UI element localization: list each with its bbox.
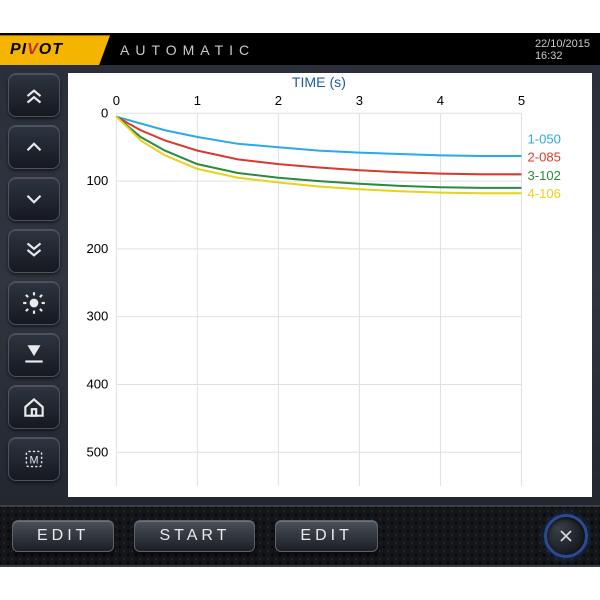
- double-chevron-down-icon: [21, 238, 47, 264]
- svg-text:1-050: 1-050: [528, 132, 561, 147]
- close-button[interactable]: [544, 514, 588, 558]
- brand-text-post: OT: [39, 41, 63, 59]
- svg-text:200: 200: [86, 241, 108, 256]
- edit-button-2[interactable]: EDIT: [275, 520, 377, 552]
- svg-text:TIME (s): TIME (s): [292, 74, 346, 90]
- brightness-button[interactable]: [8, 281, 60, 325]
- marker-down-icon: [21, 342, 47, 368]
- sidebar: M: [8, 73, 60, 496]
- time-text: 16:32: [535, 50, 590, 62]
- svg-text:M: M: [29, 455, 38, 467]
- svg-text:5: 5: [518, 94, 525, 109]
- svg-text:1: 1: [194, 94, 201, 109]
- home-button[interactable]: [8, 385, 60, 429]
- brightness-icon: [21, 290, 47, 316]
- page-down-fast-button[interactable]: [8, 229, 60, 273]
- mode-label: AUTOMATIC: [110, 42, 255, 58]
- date-text: 22/10/2015: [535, 38, 590, 50]
- page-down-button[interactable]: [8, 177, 60, 221]
- svg-text:100: 100: [86, 174, 108, 189]
- marker-button[interactable]: [8, 333, 60, 377]
- memory-icon: M: [21, 446, 47, 472]
- svg-text:3: 3: [356, 94, 363, 109]
- home-icon: [21, 394, 47, 420]
- svg-text:2: 2: [275, 94, 282, 109]
- svg-text:3-102: 3-102: [528, 168, 561, 183]
- brand-logo: PIVOT: [0, 35, 110, 65]
- start-button[interactable]: START: [134, 520, 255, 552]
- chevron-up-icon: [21, 134, 47, 160]
- svg-text:2-085: 2-085: [528, 150, 561, 165]
- memory-button[interactable]: M: [8, 437, 60, 481]
- close-icon: [556, 526, 576, 546]
- chart-area: 0 1 2 3 4 5 0 100 200 300 400 500 TIME (s) 1-050 2-085…: [68, 73, 592, 496]
- svg-text:0: 0: [101, 106, 108, 121]
- svg-text:300: 300: [86, 309, 108, 324]
- top-bar: PIVOT AUTOMATIC 22/10/2015 16:32: [0, 35, 600, 65]
- page-up-button[interactable]: [8, 125, 60, 169]
- bottom-bar: EDIT START EDIT: [0, 505, 600, 567]
- brand-text-mid: V: [27, 41, 39, 59]
- svg-text:400: 400: [86, 377, 108, 392]
- edit-button-1[interactable]: EDIT: [12, 520, 114, 552]
- chevron-down-icon: [21, 186, 47, 212]
- page-up-fast-button[interactable]: [8, 73, 60, 117]
- datetime-block: 22/10/2015 16:32: [535, 38, 600, 62]
- brand-text-pre: PI: [10, 41, 27, 59]
- main-panel: M 0 1 2 3 4 5 0 100 200 300 400 500 TIME (s) 1-050 2-0…: [0, 65, 600, 504]
- chart-canvas: 0 1 2 3 4 5 0 100 200 300 400 500 TIME (s) 1-050 2-085…: [68, 73, 592, 496]
- svg-text:4-106: 4-106: [528, 186, 561, 201]
- svg-text:4: 4: [437, 94, 444, 109]
- device-frame: PIVOT AUTOMATIC 22/10/2015 16:32: [0, 33, 600, 566]
- double-chevron-up-icon: [21, 82, 47, 108]
- svg-text:0: 0: [113, 94, 120, 109]
- svg-text:500: 500: [86, 445, 108, 460]
